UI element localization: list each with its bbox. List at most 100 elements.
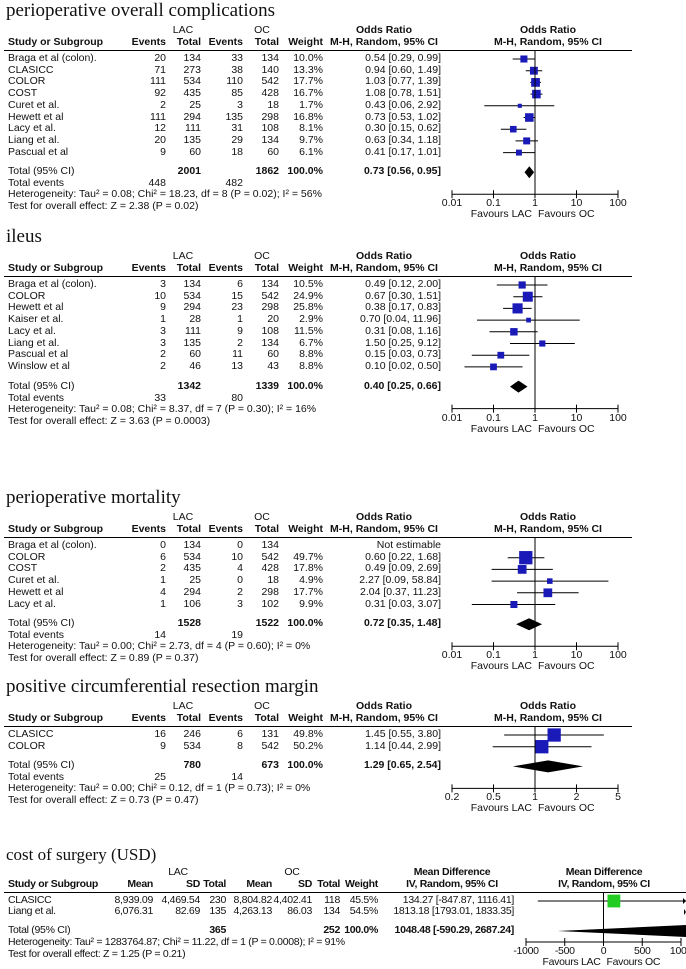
group-header-lac: LAC (172, 700, 194, 712)
study-value-t1: 25 (189, 574, 201, 587)
column-header: Mean (127, 878, 153, 890)
total-label: Total (95% CI) (8, 165, 75, 178)
study-value-t1: 25 (189, 98, 201, 111)
heterogeneity-text: Heterogeneity: Tau² = 0.08; Chi² = 18.23… (8, 188, 322, 201)
column-header: Total (254, 36, 279, 48)
study-value-w: 24.9% (293, 289, 323, 302)
study-value-w: 9.7% (299, 133, 323, 146)
forest-section-1: ileus LAC OC Odds Ratio Odds Ratio Study or S… (0, 226, 686, 484)
total-estimate: 0.72 [0.35, 1.48] (363, 617, 441, 630)
study-value-e2: 10 (231, 550, 243, 563)
study-estimate: 0.31 [0.08, 1.16] (365, 324, 441, 337)
study-value-e1: 111 (150, 75, 166, 88)
study-estimate: 1.03 [0.77, 1.39] (365, 75, 441, 88)
study-value-e1: 111 (150, 110, 166, 123)
study-value-e2: 38 (231, 63, 243, 76)
study-marker (517, 103, 522, 108)
study-value-w: 17.7% (293, 75, 323, 88)
study-estimate: 0.60 [0.22, 1.68] (365, 550, 441, 563)
study-value-e2: 0 (237, 539, 243, 551)
measure-header: Odds Ratio (355, 250, 412, 262)
axis-tick-label: 100 (609, 411, 627, 424)
column-header: SD (186, 878, 200, 890)
study-value-t1: 230 (209, 894, 226, 906)
study-value-e1: 1 (160, 313, 166, 326)
column-header: Total (176, 262, 201, 274)
study-value-e1: 2 (160, 348, 166, 361)
study-marker (529, 66, 538, 75)
study-estimate: 0.70 [0.04, 11.96] (360, 313, 441, 326)
column-header: Total (254, 712, 279, 724)
study-marker (535, 740, 549, 754)
group-header-lac: LAC (172, 250, 194, 262)
study-value-s2: 86.03 (287, 905, 312, 917)
study-value-e1: 20 (154, 52, 166, 64)
total-label: Total (95% CI) (8, 924, 71, 936)
study-value-e1: 20 (154, 133, 166, 146)
study-value-w: 16.8% (293, 110, 323, 123)
study-estimate: 1.08 [0.78, 1.51] (365, 87, 441, 100)
favours-lac-label: Favours LAC (470, 660, 532, 673)
study-value-e2: 18 (231, 145, 243, 158)
forest-plot (451, 727, 619, 793)
study-value-w: 17.8% (293, 562, 323, 575)
column-header: Events (131, 36, 166, 48)
study-value-w: 8.8% (299, 348, 323, 361)
method-header: M-H, Random, 95% CI (330, 523, 438, 535)
study-marker (520, 55, 528, 63)
total-events-oc: 482 (225, 177, 243, 190)
study-value-t1: 135 (183, 133, 201, 146)
study-value-t2: 60 (267, 348, 279, 361)
study-name: Lacy et al. (8, 324, 56, 337)
study-value-e1: 9 (160, 301, 166, 314)
pooled-diamond (524, 166, 535, 179)
study-estimate: 0.43 [0.06, 2.92] (365, 98, 441, 111)
heterogeneity-text: Heterogeneity: Tau² = 0.08; Chi² = 8.37,… (8, 402, 317, 415)
study-value-e1: 6 (160, 550, 166, 563)
study-value-w: 17.7% (293, 585, 323, 598)
study-name: COLOR (8, 289, 46, 302)
study-value-t1: 435 (183, 87, 201, 100)
group-header-oc: OC (284, 866, 300, 878)
total-events-lac: 25 (154, 771, 166, 784)
study-name: CLASICC (8, 63, 54, 76)
axis-tick-label: 10 (570, 197, 583, 210)
study-value-t2: 298 (261, 110, 279, 123)
forest-plot (451, 277, 619, 413)
column-header-study: Study or Subgroup (8, 878, 98, 890)
favours-lac-label: Favours LAC (542, 956, 601, 968)
study-marker (510, 328, 518, 336)
study-value-t2: 18 (267, 574, 279, 587)
total-estimate: 0.40 [0.25, 0.66] (363, 379, 441, 392)
forest-plot (451, 538, 619, 651)
study-value-t2: 60 (267, 145, 279, 158)
study-value-w: 49.7% (293, 550, 323, 563)
study-value-t2: 428 (261, 562, 279, 575)
total-estimate: 1.29 [0.65, 2.54] (363, 759, 441, 772)
axis-tick-label: 0.2 (444, 791, 460, 804)
study-estimate: 1.50 [0.25, 9.12] (365, 336, 441, 349)
total-events-label: Total events (8, 391, 65, 404)
study-name: Liang et al. (8, 905, 56, 917)
total-label: Total (95% CI) (8, 759, 75, 772)
plot-method-header: M-H, Random, 95% CI (494, 36, 602, 48)
header-rule (4, 726, 632, 727)
study-value-e2: 85 (231, 87, 243, 100)
study-name: Hewett et al (8, 585, 64, 598)
study-value-e1: 2 (160, 359, 166, 372)
method-header: M-H, Random, 95% CI (330, 36, 438, 48)
study-marker (510, 125, 517, 133)
study-name: Pascual et al (8, 348, 69, 361)
study-value-e1: 10 (154, 289, 166, 302)
total-events-label: Total events (8, 629, 65, 642)
study-value-t1: 60 (189, 145, 201, 158)
study-marker (519, 551, 533, 565)
total-estimate: 0.73 [0.56, 0.95] (363, 165, 441, 178)
favours-oc-label: Favours OC (538, 802, 595, 815)
plot-measure-header: Odds Ratio (519, 250, 576, 262)
group-header-oc: OC (254, 24, 270, 36)
study-value-w: 54.5% (349, 905, 379, 917)
column-header: Weight (288, 36, 323, 48)
total-weight: 100.0% (287, 379, 323, 392)
axis-tick-label: 100 (609, 197, 627, 210)
